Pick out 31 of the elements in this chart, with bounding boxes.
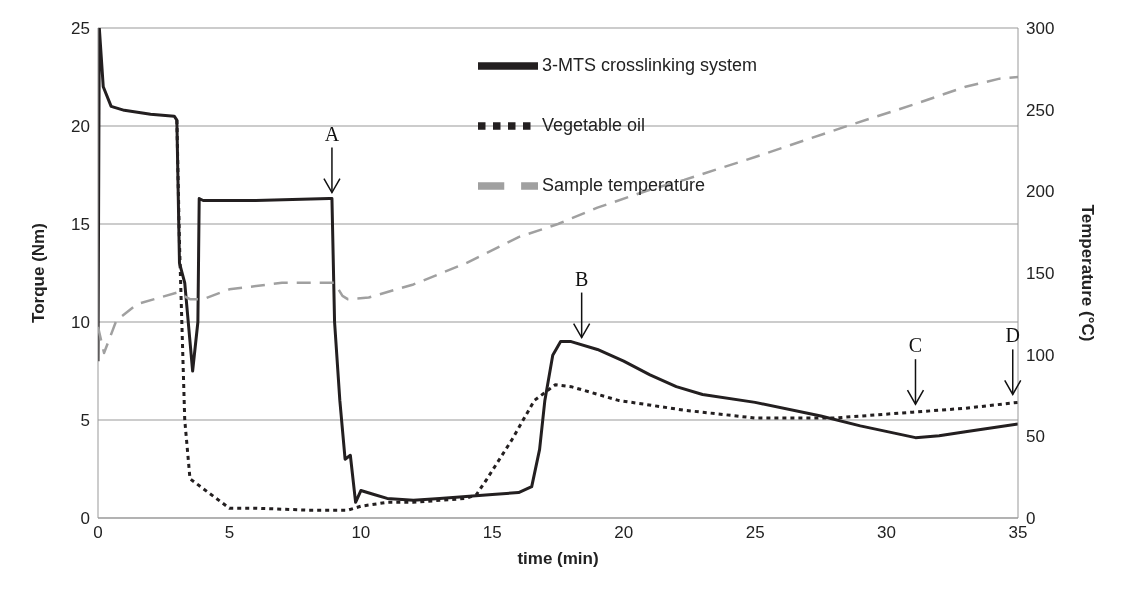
y2-tick-label: 0 bbox=[1026, 509, 1036, 529]
y-tick-label: 15 bbox=[71, 215, 90, 235]
y-tick-label: 20 bbox=[71, 117, 90, 137]
legend-label: Sample temperature bbox=[542, 174, 706, 195]
y2-tick-label: 100 bbox=[1026, 345, 1055, 365]
legend-label: 3-MTS crosslinking system bbox=[542, 54, 758, 75]
x-tick-label: 15 bbox=[482, 523, 502, 543]
legend-label: Vegetable oil bbox=[542, 114, 646, 135]
y2-axis-title: Temperature (°C) bbox=[1077, 204, 1097, 342]
y2-tick-label: 300 bbox=[1026, 19, 1055, 39]
y-tick-label: 5 bbox=[80, 411, 90, 431]
annotation: B bbox=[574, 267, 589, 290]
y2-tick-label: 50 bbox=[1026, 427, 1045, 447]
y-tick-label: 25 bbox=[71, 19, 90, 39]
x-tick-label: 0 bbox=[93, 523, 103, 543]
x-tick-label: 25 bbox=[745, 523, 765, 543]
x-tick-label: 10 bbox=[351, 523, 371, 543]
x-tick-label: 20 bbox=[614, 523, 634, 543]
y2-tick-label: 150 bbox=[1026, 264, 1055, 284]
y-tick-label: 10 bbox=[71, 313, 90, 333]
y2-tick-label: 200 bbox=[1026, 182, 1055, 202]
y2-tick-label: 250 bbox=[1026, 100, 1055, 120]
annotation: D bbox=[1005, 324, 1020, 347]
x-tick-label: 35 bbox=[1008, 523, 1028, 543]
y-tick-label: 0 bbox=[80, 509, 90, 529]
x-tick-label: 5 bbox=[224, 523, 235, 543]
y-axis-title: Torque (Nm) bbox=[29, 223, 49, 323]
annotation: A bbox=[324, 122, 340, 145]
x-axis-title: time (min) bbox=[517, 549, 599, 568]
x-tick-label: 30 bbox=[877, 523, 897, 543]
annotation: C bbox=[908, 334, 923, 357]
